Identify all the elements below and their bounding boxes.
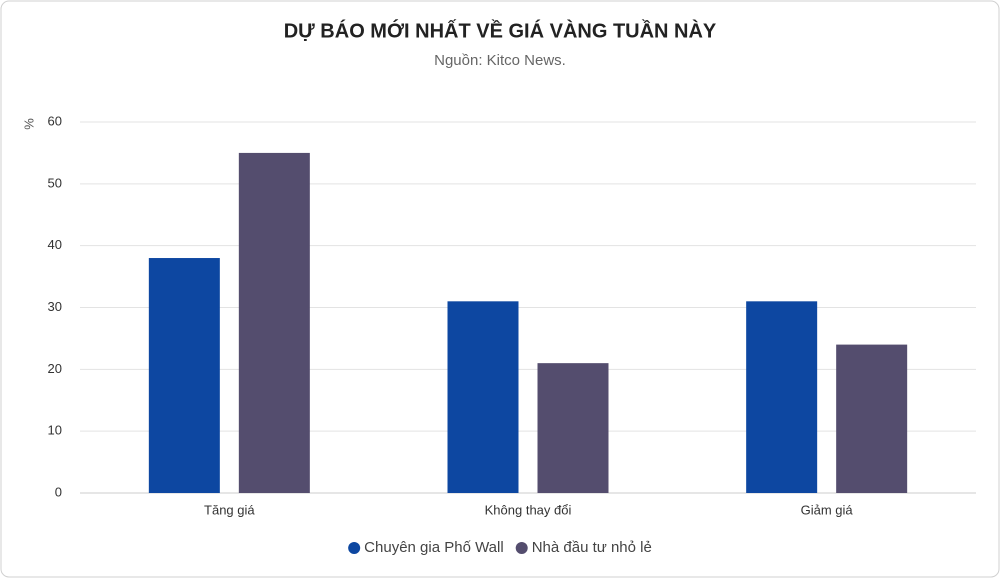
y-tick-label: 40 xyxy=(48,237,62,252)
bar xyxy=(148,258,220,493)
bar xyxy=(537,363,609,493)
bar xyxy=(836,344,908,493)
legend-marker xyxy=(515,542,528,554)
y-tick-label: 30 xyxy=(48,299,62,314)
legend-item: Nhà đầu tư nhỏ lẻ xyxy=(515,539,652,556)
x-tick-label: Tăng giá xyxy=(204,502,255,517)
y-tick-label: 10 xyxy=(48,423,62,438)
bar xyxy=(447,301,519,493)
legend-marker xyxy=(348,542,361,554)
y-tick-label: 50 xyxy=(48,175,62,190)
y-tick-label: 0 xyxy=(55,484,62,499)
x-tick-label: Giảm giá xyxy=(801,502,854,517)
bar xyxy=(238,152,310,493)
y-axis-label: % xyxy=(21,118,36,130)
legend-label: Chuyên gia Phố Wall xyxy=(364,539,504,556)
y-tick-label: 60 xyxy=(48,113,62,128)
y-tick-label: 20 xyxy=(48,361,62,376)
legend-item: Chuyên gia Phố Wall xyxy=(348,539,504,556)
legend-label: Nhà đầu tư nhỏ lẻ xyxy=(532,539,652,556)
bar xyxy=(746,301,818,493)
chart-title: DỰ BÁO MỚI NHẤT VỀ GIÁ VÀNG TUẦN NÀY xyxy=(284,18,717,42)
chart-subtitle: Nguồn: Kitco News. xyxy=(434,52,566,69)
x-tick-label: Không thay đổi xyxy=(485,502,572,517)
